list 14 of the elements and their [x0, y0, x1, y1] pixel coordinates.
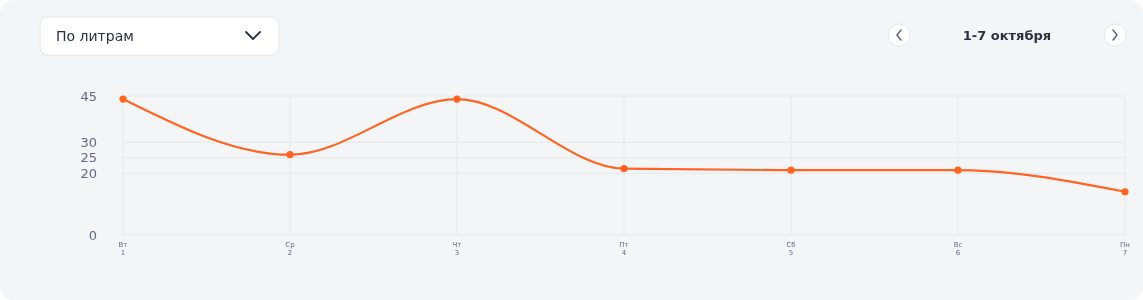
point: [1121, 188, 1129, 196]
text: 1-7 октября: [962, 28, 1052, 43]
point: [954, 166, 962, 174]
point: [787, 166, 795, 174]
point: [286, 151, 294, 159]
y-tick-label: 20: [80, 165, 97, 181]
y-tick-label: 25: [80, 150, 97, 166]
point: [119, 95, 127, 103]
text: По литрам: [56, 28, 134, 44]
y-tick-label: 45: [80, 88, 97, 104]
y-tick-label: 0: [88, 227, 97, 243]
y-tick-label: 30: [80, 134, 97, 150]
point: [453, 95, 461, 103]
point: [620, 164, 628, 173]
